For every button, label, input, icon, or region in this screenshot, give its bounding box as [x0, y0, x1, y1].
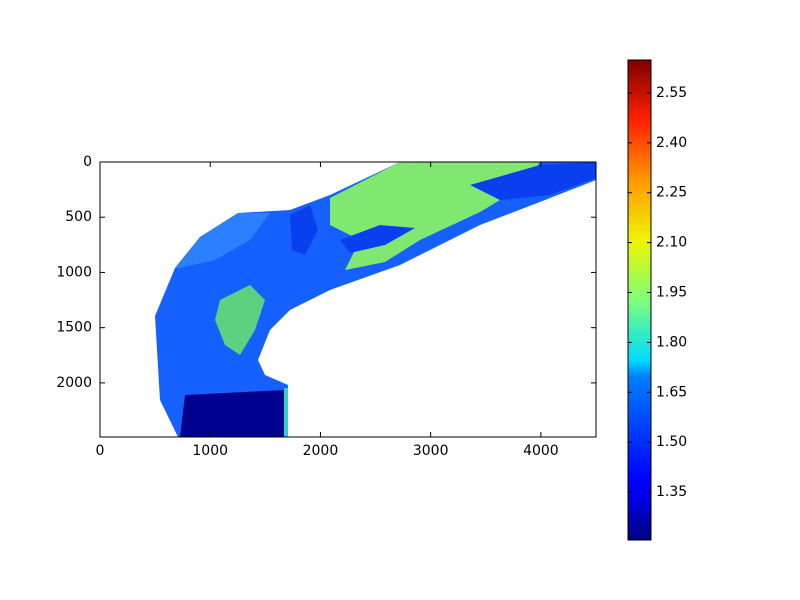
colorbar-tick-label: 2.55 [656, 85, 687, 101]
colorbar-tick-label: 2.10 [656, 235, 687, 251]
colorbar-tick-label: 2.40 [656, 135, 687, 151]
colorbar [627, 59, 652, 541]
colorbar-tick-label: 1.80 [656, 334, 687, 350]
y-tick-label: 1000 [56, 264, 92, 280]
region [284, 388, 288, 437]
x-tick-label: 0 [96, 443, 105, 459]
image [155, 162, 596, 437]
colorbar-tick-label: 1.65 [656, 384, 687, 400]
colorbar-tick-label: 1.35 [656, 484, 687, 500]
region [215, 285, 265, 355]
colorbar-tick-label: 1.95 [656, 285, 687, 301]
x-tick-label: 1000 [192, 443, 228, 459]
colorbar-tick-label: 1.50 [656, 434, 687, 450]
region [180, 390, 286, 437]
region [155, 162, 596, 437]
region [175, 213, 270, 268]
y-tick-label: 1500 [56, 320, 92, 336]
y-tick-label: 0 [83, 154, 92, 170]
x-tick-label: 2000 [303, 443, 339, 459]
x-tick-label: 3000 [413, 443, 449, 459]
region [470, 162, 596, 200]
y-tick-label: 500 [65, 209, 92, 225]
x-tick-label: 4000 [523, 443, 559, 459]
region [340, 225, 415, 253]
y-tick-label: 2000 [56, 375, 92, 391]
region [290, 205, 318, 255]
axes-frame [99, 161, 597, 438]
colorbar-tick-label: 2.25 [656, 185, 687, 201]
